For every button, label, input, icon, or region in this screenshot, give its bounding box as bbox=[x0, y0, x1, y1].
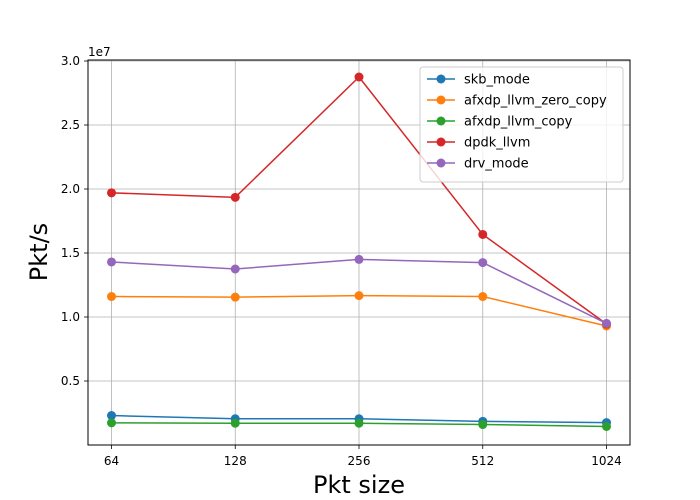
legend-label: dpdk_llvm bbox=[464, 136, 530, 151]
series-afxdp_llvm_copy bbox=[107, 418, 611, 431]
data-point bbox=[107, 188, 116, 198]
data-point bbox=[354, 254, 364, 264]
y-tick-label: 2.5 bbox=[61, 118, 80, 132]
legend-item: afxdp_llvm_zero_copy bbox=[427, 94, 607, 109]
x-tick-label: 1024 bbox=[591, 454, 622, 468]
y-tick-label: 1.0 bbox=[61, 310, 80, 324]
legend-item: drv_mode bbox=[427, 157, 529, 172]
data-point bbox=[230, 192, 240, 202]
legend-marker bbox=[436, 137, 446, 147]
y-tick-label: 2.0 bbox=[61, 182, 80, 196]
data-point bbox=[602, 318, 611, 328]
x-tick-label: 512 bbox=[471, 454, 494, 468]
legend: skb_mode afxdp_llvm_zero_copy afxdp_llvm_c… bbox=[419, 66, 624, 183]
legend-marker bbox=[436, 95, 446, 105]
data-point bbox=[354, 291, 364, 301]
legend-item: dpdk_llvm bbox=[427, 136, 530, 151]
y-offset-label: 1e7 bbox=[88, 45, 111, 59]
x-tick-label: 64 bbox=[104, 454, 119, 468]
data-point bbox=[354, 418, 364, 428]
legend-item: skb_mode bbox=[427, 73, 530, 88]
x-tick-label: 128 bbox=[224, 454, 247, 468]
data-point bbox=[107, 257, 116, 267]
x-tick-label: 256 bbox=[348, 454, 371, 468]
data-point bbox=[230, 292, 240, 302]
data-point bbox=[478, 258, 488, 268]
data-point bbox=[602, 421, 611, 431]
data-point bbox=[478, 292, 488, 302]
data-point bbox=[107, 411, 116, 421]
legend-marker bbox=[436, 158, 446, 168]
y-tick-label: 1.5 bbox=[61, 246, 80, 260]
legend-marker bbox=[436, 116, 446, 126]
legend-item: afxdp_llvm_copy bbox=[427, 115, 573, 130]
legend-label: afxdp_llvm_zero_copy bbox=[464, 94, 607, 109]
legend-frame bbox=[419, 66, 624, 183]
x-axis-label: Pkt size bbox=[313, 471, 405, 499]
data-point bbox=[478, 229, 488, 239]
y-tick-label: 3.0 bbox=[61, 54, 80, 68]
y-tick-label: 0.5 bbox=[61, 374, 80, 388]
data-point bbox=[478, 420, 488, 430]
data-point bbox=[230, 418, 240, 428]
legend-label: skb_mode bbox=[464, 73, 530, 88]
data-point bbox=[354, 72, 364, 82]
data-point bbox=[230, 264, 240, 274]
data-point bbox=[107, 292, 116, 302]
series-layer bbox=[107, 72, 611, 431]
axes: 64 128 256 512 1024 0.5 1.0 1.5 2.0 2.5 3.0 bbox=[61, 54, 622, 468]
data-point bbox=[107, 418, 116, 428]
legend-label: drv_mode bbox=[464, 157, 529, 172]
legend-label: afxdp_llvm_copy bbox=[464, 115, 573, 130]
series-drv_mode bbox=[107, 254, 611, 328]
legend-marker bbox=[436, 74, 446, 84]
y-axis-label: Pkt/s bbox=[25, 223, 53, 281]
